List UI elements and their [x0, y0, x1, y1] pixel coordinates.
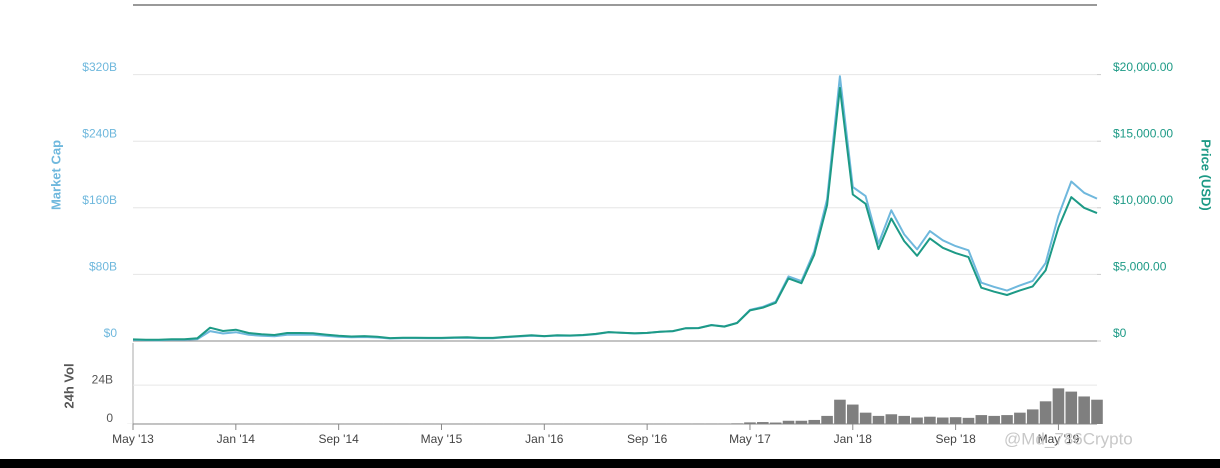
- x-tick-label: May '17: [729, 432, 771, 446]
- y2-tick-label: $10,000.00: [1113, 193, 1173, 207]
- volume-bar: [1026, 409, 1039, 424]
- volume-bar: [1014, 412, 1026, 424]
- series-line: [132, 86, 1098, 341]
- watermark: @Md_786Crypto: [1004, 429, 1133, 448]
- volume-bar: [834, 399, 846, 424]
- volume-bar: [1078, 396, 1090, 424]
- y2-tick-label: $15,000.00: [1113, 126, 1173, 140]
- y-tick-label: $240B: [82, 126, 117, 140]
- bottom-bar: [0, 459, 1220, 468]
- volume-bar: [769, 422, 782, 424]
- volume-bar: [782, 420, 795, 424]
- y2-tick-label: $20,000.00: [1113, 60, 1173, 74]
- volume-bar: [744, 422, 756, 424]
- volume-bar: [872, 415, 885, 424]
- x-tick-label: May '19: [1038, 432, 1080, 446]
- volume-bar: [1039, 401, 1052, 424]
- volume-bar: [885, 414, 898, 424]
- volume-bar: [1065, 391, 1078, 424]
- y-tick-label: $0: [104, 326, 118, 340]
- y-tick-label: $160B: [82, 193, 117, 207]
- y-axis-title: Market Cap: [48, 140, 63, 210]
- volume-bar: [808, 419, 821, 424]
- volume-bar: [1052, 388, 1065, 424]
- volume-bar: [795, 420, 808, 424]
- vol-axis-title: 24h Vol: [61, 363, 76, 408]
- y2-tick-label: $5,000.00: [1113, 260, 1167, 274]
- volume-bar: [911, 417, 923, 424]
- volume-bar: [949, 417, 962, 424]
- volume-bar: [975, 415, 988, 424]
- x-tick-label: Jan '18: [834, 432, 873, 446]
- y-tick-label: $80B: [89, 260, 117, 274]
- x-tick-label: Sep '16: [627, 432, 668, 446]
- volume-bar: [731, 423, 743, 424]
- volume-bar: [847, 404, 859, 424]
- volume-bar: [1091, 399, 1103, 424]
- volume-bar: [962, 417, 975, 424]
- y-tick-label: $320B: [82, 60, 117, 74]
- y2-tick-label: $0: [1113, 326, 1127, 340]
- y-tick-label: 24B: [92, 372, 113, 386]
- volume-bar: [924, 416, 936, 424]
- y-tick-label: 0: [106, 411, 113, 425]
- volume-bar: [936, 417, 949, 424]
- x-tick-label: May '13: [112, 432, 154, 446]
- y2-axis-title: Price (USD): [1199, 139, 1214, 211]
- x-tick-label: May '15: [421, 432, 463, 446]
- x-tick-label: Jan '16: [525, 432, 564, 446]
- volume-bar: [821, 415, 833, 424]
- volume-bar: [1001, 415, 1013, 424]
- x-tick-label: Sep '18: [935, 432, 976, 446]
- x-tick-label: Sep '14: [318, 432, 359, 446]
- volume-bar: [898, 415, 910, 424]
- volume-bar: [988, 415, 1000, 424]
- x-tick-label: Jan '14: [217, 432, 256, 446]
- volume-bar: [757, 422, 769, 424]
- volume-bar: [859, 412, 872, 424]
